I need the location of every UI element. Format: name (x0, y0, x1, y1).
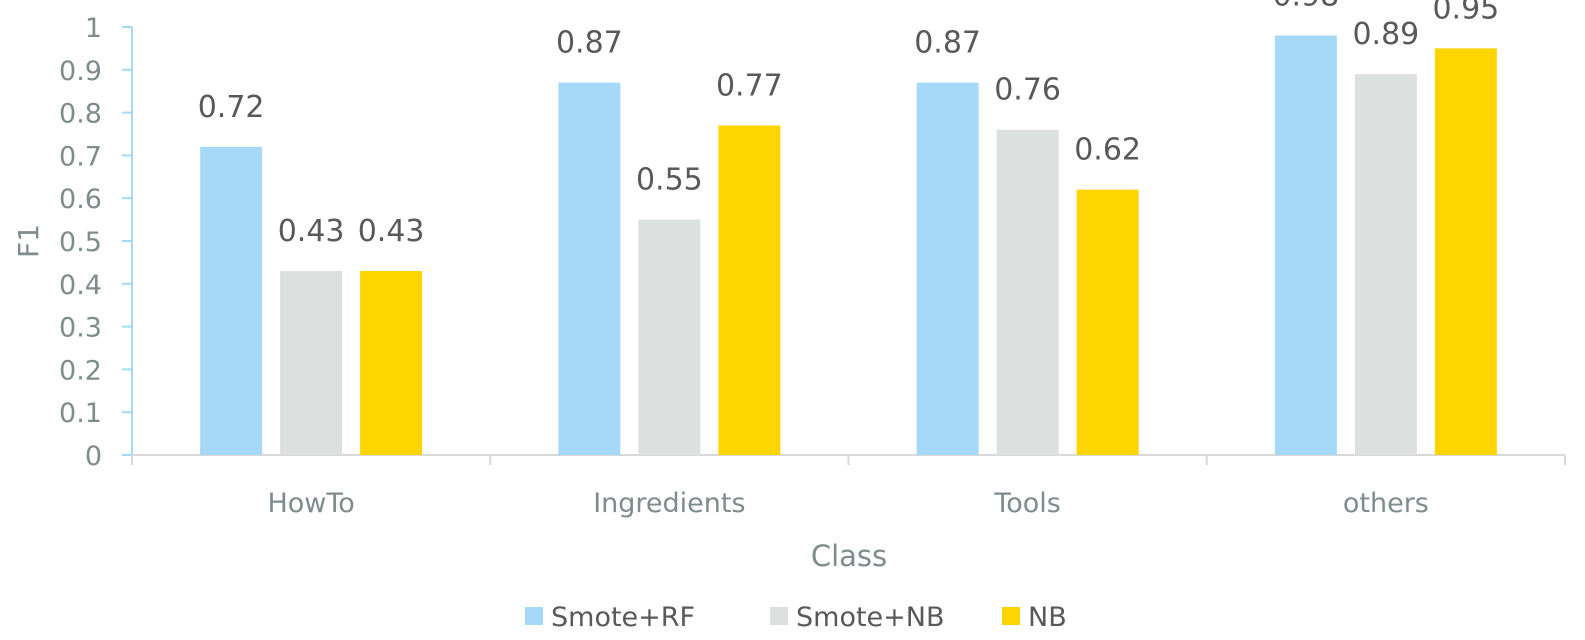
x-tick-label: Ingredients (593, 488, 745, 519)
y-tick-label: 1 (85, 13, 102, 44)
data-label: 0.89 (1352, 17, 1419, 52)
y-tick-label: 0.3 (59, 313, 102, 344)
data-label: 0.62 (1074, 133, 1141, 168)
bar (360, 270, 423, 455)
data-label: 0.95 (1432, 0, 1499, 26)
legend-label: Smote+RF (551, 602, 695, 633)
y-tick-label: 0.6 (59, 184, 102, 215)
legend-swatch (1002, 607, 1020, 625)
bar (1354, 74, 1417, 455)
legend-label: NB (1028, 602, 1067, 633)
data-label: 0.87 (914, 26, 981, 61)
data-label: 0.87 (556, 26, 623, 61)
bar (1434, 48, 1497, 456)
bar (718, 125, 781, 455)
data-label: 0.43 (358, 214, 425, 249)
bar (280, 270, 343, 455)
data-label: 0.55 (636, 163, 703, 198)
y-tick-label: 0.7 (59, 141, 102, 172)
x-tick-label: others (1343, 488, 1429, 519)
y-tick-label: 0.9 (59, 56, 102, 87)
bars (200, 35, 1497, 456)
bar (638, 219, 701, 455)
legend-swatch (770, 607, 788, 625)
y-axis: 0 0.1 0.2 0.3 0.4 0.5 0.6 0.7 0.8 0.9 1 (59, 13, 133, 472)
x-axis: HowTo Ingredients Tools others (131, 454, 1566, 519)
y-tick-label: 0.2 (59, 355, 102, 386)
bar (996, 129, 1059, 455)
legend-item: NB (1002, 602, 1067, 633)
y-tick-label: 0.8 (59, 99, 102, 130)
y-tick-label: 0.5 (59, 227, 102, 258)
y-tick-label: 0.1 (59, 398, 102, 429)
data-label: 0.43 (278, 214, 345, 249)
data-label: 0.77 (716, 68, 783, 103)
data-label: 0.76 (994, 73, 1061, 108)
bar (1076, 189, 1139, 455)
x-tick-label: HowTo (267, 488, 354, 519)
bar (200, 146, 263, 455)
y-axis-title: F1 (12, 224, 45, 258)
legend-item: Smote+RF (525, 602, 695, 633)
data-label: 0.98 (1272, 0, 1339, 14)
legend-item: Smote+NB (770, 602, 945, 633)
bar (916, 82, 979, 455)
bar (1274, 35, 1337, 456)
x-tick-label: Tools (993, 488, 1061, 519)
data-label: 0.72 (198, 90, 265, 125)
y-tick-label: 0.4 (59, 270, 102, 301)
x-axis-title: Class (811, 539, 887, 573)
y-tick-label: 0 (85, 441, 102, 472)
legend-swatch (525, 607, 543, 625)
legend: Smote+RF Smote+NB NB (525, 602, 1067, 633)
legend-label: Smote+NB (796, 602, 945, 633)
bar (558, 82, 621, 455)
data-labels: 0.72 0.43 0.43 0.87 0.55 0.77 0.87 0.76 0.62 0.98… (198, 0, 1500, 249)
